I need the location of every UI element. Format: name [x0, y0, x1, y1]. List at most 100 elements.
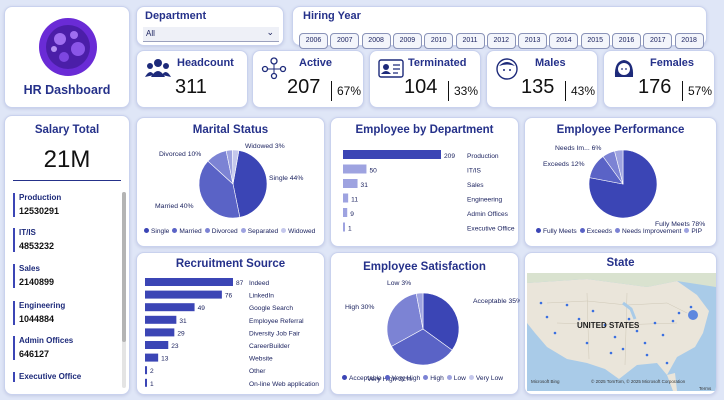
salary-item-accent	[13, 336, 15, 360]
bar-production[interactable]	[343, 150, 441, 159]
year-button-2013[interactable]: 2013	[518, 33, 548, 49]
kpi-headcount-value: 311	[175, 76, 207, 98]
bar-category-label: Employee Referral	[249, 318, 304, 325]
performance-pie: Fully Meets 78% Exceeds 12% Needs Im... 6%	[543, 145, 705, 228]
legend-label[interactable]: Acceptable	[349, 375, 382, 382]
legend-label[interactable]: Very Low	[475, 375, 504, 382]
pie-data-label: Low 3%	[387, 280, 411, 287]
year-button-2006[interactable]: 2006	[299, 33, 328, 49]
kpi-headcount-label: Headcount	[177, 57, 234, 69]
year-button-2016[interactable]: 2016	[612, 33, 641, 49]
bar-google-search[interactable]	[145, 303, 195, 312]
legend-label[interactable]: Exceeds	[586, 228, 613, 235]
pie-slice-widowed[interactable]	[232, 149, 240, 185]
pie-slice-very-high[interactable]	[391, 328, 453, 366]
legend-label[interactable]: Widowed	[288, 228, 316, 235]
bar-diversity-job-fair[interactable]	[145, 328, 175, 337]
pie-slice-low[interactable]	[415, 292, 424, 330]
performance-title: Employee Performance	[556, 124, 685, 136]
salary-card: Salary Total 21M Production 12530291 IT/IS…	[4, 115, 130, 395]
bar-website[interactable]	[145, 353, 159, 362]
pie-slice-high[interactable]	[386, 293, 424, 347]
legend-swatch	[240, 228, 246, 233]
kpi-terminated-label: Terminated	[408, 57, 467, 69]
year-button-2014[interactable]: 2014	[549, 33, 579, 49]
department-dropdown-value: All	[146, 29, 155, 38]
pie-slice-acceptable[interactable]	[422, 292, 460, 351]
legend-label[interactable]: Divorced	[211, 228, 238, 235]
legend-swatch	[579, 228, 585, 233]
bar-executive-office[interactable]	[343, 222, 345, 232]
bar-value-label: 209	[444, 153, 455, 160]
legend-label[interactable]: Single	[151, 228, 170, 235]
performance-legend: Fully Meets Exceeds Needs Improvement PIP	[533, 228, 702, 235]
bar-category-label: LinkedIn	[249, 293, 274, 300]
salary-item-value: 646127	[19, 349, 50, 359]
bar-category-label: Admin Offices	[467, 211, 509, 218]
bar-linkedin[interactable]	[145, 290, 222, 299]
bar-value-label: 87	[236, 280, 244, 287]
salary-total-value: 21M	[43, 146, 91, 173]
people-group-icon	[145, 59, 171, 77]
kpi-active-label: Active	[299, 57, 333, 69]
bar-other[interactable]	[145, 366, 148, 375]
legend-label[interactable]: Low	[453, 375, 466, 382]
bar-value-label: 23	[171, 343, 179, 350]
pie-data-label: Married 40%	[155, 203, 194, 210]
app-title: HR Dashboard	[23, 83, 111, 97]
bar-category-label: Diversity Job Fair	[249, 330, 301, 337]
marital-status-title: Marital Status	[192, 124, 269, 136]
salary-item-name: IT/IS	[19, 228, 36, 237]
bar-employee-referral[interactable]	[145, 315, 177, 324]
bar-indeed[interactable]	[145, 278, 233, 286]
bar-sales[interactable]	[343, 179, 358, 188]
legend-label[interactable]: Separated	[247, 228, 279, 235]
year-button-2018[interactable]: 2018	[674, 33, 704, 49]
salary-item-name: Engineering	[19, 301, 66, 310]
year-button-2008[interactable]: 2008	[361, 33, 391, 49]
year-button-2009[interactable]: 2009	[392, 33, 422, 49]
year-button-2011[interactable]: 2011	[455, 33, 485, 49]
us-map[interactable]	[527, 273, 716, 391]
legend-swatch	[172, 228, 178, 233]
kpi-terminated-pct: 33%	[448, 81, 478, 101]
legend-label[interactable]: High	[430, 375, 444, 382]
legend-swatch	[468, 375, 474, 380]
year-button-2015[interactable]: 2015	[580, 33, 610, 49]
year-button-2010[interactable]: 2010	[424, 33, 454, 49]
pie-slice-pip[interactable]	[614, 149, 624, 185]
team-network-icon	[261, 57, 287, 80]
department-filter-card: Department All ⌄	[136, 6, 284, 46]
map-attribution-left: Microsoft Bing	[531, 379, 560, 384]
year-button-2007[interactable]: 2007	[330, 33, 360, 49]
legend-label[interactable]: Fully Meets	[543, 228, 577, 235]
salary-item-value: 4853232	[19, 241, 55, 251]
salary-scrollbar[interactable]	[122, 192, 126, 388]
bar-value-label: 9	[350, 211, 354, 218]
satisfaction-title: Employee Satisfaction	[363, 261, 486, 273]
satisfaction-card: Employee Satisfaction Acceptable 35% Very…	[330, 252, 520, 395]
legend-label[interactable]: PIP	[691, 228, 703, 235]
legend-label[interactable]: Very High	[391, 375, 421, 382]
pie-slice-single[interactable]	[232, 150, 268, 218]
map-terms-link[interactable]: Terms	[699, 386, 712, 391]
hiring-year-label: Hiring Year	[303, 10, 361, 22]
salary-item-accent	[13, 372, 15, 382]
bar-on-line-web-application[interactable]	[145, 378, 147, 387]
bar-value-label: 31	[361, 182, 369, 189]
bar-value-label: 31	[179, 318, 187, 325]
bar-it-is[interactable]	[343, 164, 367, 174]
legend-label[interactable]: Married	[179, 228, 202, 235]
salary-scrollbar-thumb[interactable]	[122, 192, 126, 342]
bar-admin-offices[interactable]	[343, 208, 348, 217]
bar-careerbuilder[interactable]	[145, 341, 169, 349]
legend-label[interactable]: Needs Improvement	[622, 228, 682, 235]
salary-item-accent	[13, 228, 15, 252]
bar-engineering[interactable]	[343, 193, 349, 203]
year-button-2012[interactable]: 2012	[486, 33, 516, 49]
year-button-2017[interactable]: 2017	[643, 33, 673, 49]
recruitment-title: Recruitment Source	[175, 258, 286, 270]
department-dropdown[interactable]: All ⌄	[143, 27, 279, 42]
id-card-icon	[378, 59, 404, 78]
pie-slice-married[interactable]	[198, 160, 241, 219]
